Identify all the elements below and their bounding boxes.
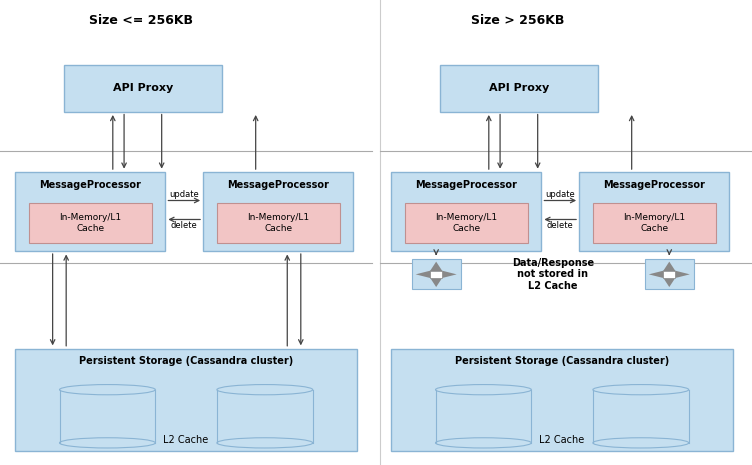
Polygon shape xyxy=(663,262,675,272)
Text: Persistent Storage (Cassandra cluster): Persistent Storage (Cassandra cluster) xyxy=(79,356,293,366)
Text: In-Memory/L1
Cache: In-Memory/L1 Cache xyxy=(623,213,685,232)
Bar xyxy=(217,203,340,243)
Text: delete: delete xyxy=(547,221,574,230)
Bar xyxy=(579,172,729,251)
Text: update: update xyxy=(169,190,199,199)
Bar xyxy=(430,271,442,278)
Text: In-Memory/L1
Cache: In-Memory/L1 Cache xyxy=(59,213,121,232)
Polygon shape xyxy=(649,271,665,278)
Bar xyxy=(15,172,165,251)
Text: delete: delete xyxy=(171,221,198,230)
Ellipse shape xyxy=(435,438,532,448)
Text: Size <= 256KB: Size <= 256KB xyxy=(89,14,193,27)
Ellipse shape xyxy=(59,385,156,395)
Polygon shape xyxy=(430,262,442,272)
Text: update: update xyxy=(545,190,575,199)
Bar xyxy=(391,172,541,251)
Ellipse shape xyxy=(593,385,689,395)
Bar xyxy=(391,349,733,451)
Bar xyxy=(59,390,156,443)
Text: API Proxy: API Proxy xyxy=(489,83,549,93)
Text: API Proxy: API Proxy xyxy=(113,83,173,93)
Ellipse shape xyxy=(593,438,689,448)
Ellipse shape xyxy=(217,438,313,448)
Bar xyxy=(663,271,675,278)
Bar xyxy=(405,203,528,243)
Bar xyxy=(64,65,222,112)
Bar xyxy=(440,65,598,112)
Bar xyxy=(645,259,693,289)
Bar xyxy=(217,390,313,443)
Bar xyxy=(15,349,357,451)
Bar xyxy=(593,203,716,243)
Bar xyxy=(412,259,460,289)
Polygon shape xyxy=(416,271,432,278)
Polygon shape xyxy=(674,271,690,278)
Text: MessageProcessor: MessageProcessor xyxy=(227,180,329,191)
Text: MessageProcessor: MessageProcessor xyxy=(603,180,705,191)
Text: L2 Cache: L2 Cache xyxy=(163,435,209,445)
Text: L2 Cache: L2 Cache xyxy=(539,435,585,445)
Bar xyxy=(593,390,689,443)
Bar xyxy=(29,203,152,243)
Text: MessageProcessor: MessageProcessor xyxy=(415,180,517,191)
Ellipse shape xyxy=(59,438,156,448)
Text: In-Memory/L1
Cache: In-Memory/L1 Cache xyxy=(435,213,497,232)
Text: Persistent Storage (Cassandra cluster): Persistent Storage (Cassandra cluster) xyxy=(455,356,669,366)
Ellipse shape xyxy=(217,385,313,395)
Bar xyxy=(203,172,353,251)
Polygon shape xyxy=(441,271,456,278)
Text: Size > 256KB: Size > 256KB xyxy=(471,14,564,27)
Ellipse shape xyxy=(435,385,532,395)
Bar xyxy=(435,390,532,443)
Text: Data/Response
not stored in
L2 Cache: Data/Response not stored in L2 Cache xyxy=(511,258,594,291)
Text: MessageProcessor: MessageProcessor xyxy=(39,180,141,191)
Text: In-Memory/L1
Cache: In-Memory/L1 Cache xyxy=(247,213,309,232)
Polygon shape xyxy=(430,277,442,287)
Polygon shape xyxy=(663,277,675,287)
